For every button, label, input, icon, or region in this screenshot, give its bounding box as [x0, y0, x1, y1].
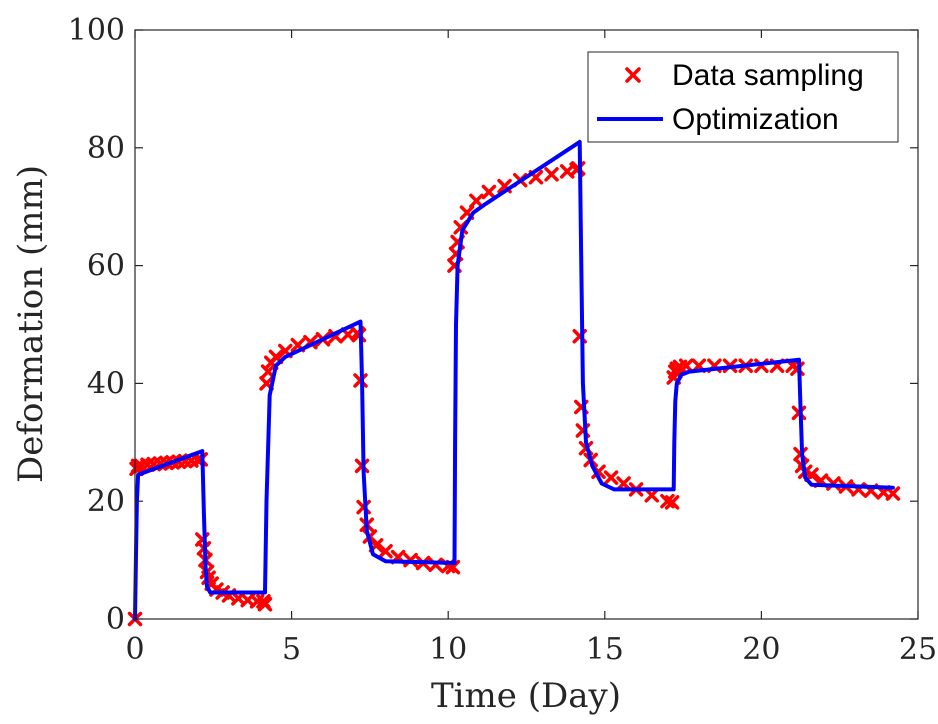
- data-sampling-point: [603, 470, 619, 485]
- y-tick-label: 0: [106, 602, 125, 637]
- data-sampling-point: [885, 486, 901, 501]
- y-tick-label: 40: [87, 366, 125, 401]
- data-sampling-point: [378, 544, 393, 559]
- x-tick-label: 20: [742, 632, 780, 667]
- x-tick-label: 10: [429, 632, 467, 667]
- data-sampling-point: [616, 476, 631, 491]
- data-sampling-point: [644, 488, 660, 503]
- x-tick-label: 15: [586, 632, 624, 667]
- x-tick-label: 25: [899, 632, 937, 667]
- x-tick-label: 5: [282, 632, 301, 667]
- y-tick-label: 20: [87, 484, 125, 519]
- data-sampling-point: [678, 358, 694, 373]
- y-axis-title: Deformation (mm): [11, 165, 51, 483]
- x-axis-title: Time (Day): [431, 676, 621, 716]
- data-layer: [127, 139, 901, 627]
- series-optimization-line: [133, 139, 895, 621]
- x-tick-label: 0: [125, 632, 144, 667]
- legend-box: [587, 51, 899, 143]
- data-sampling-point: [664, 495, 680, 510]
- data-sampling-point: [481, 184, 497, 200]
- legend-label-data-sampling: Data sampling: [672, 59, 864, 92]
- legend: Data sampling Optimization: [587, 51, 899, 143]
- data-sampling-point: [257, 597, 273, 612]
- y-tick-label: 60: [87, 249, 125, 284]
- y-tick-label: 100: [68, 13, 125, 48]
- tick-layer: 0 5 10 15 20 25 0 20 40 60 80 100: [68, 13, 937, 667]
- legend-label-optimization: Optimization: [672, 103, 839, 136]
- data-sampling-point: [469, 193, 484, 209]
- legend-marker-x: [625, 67, 641, 83]
- plot-frame: [134, 29, 919, 620]
- data-sampling-point: [544, 167, 559, 182]
- y-tick-label: 80: [87, 131, 125, 166]
